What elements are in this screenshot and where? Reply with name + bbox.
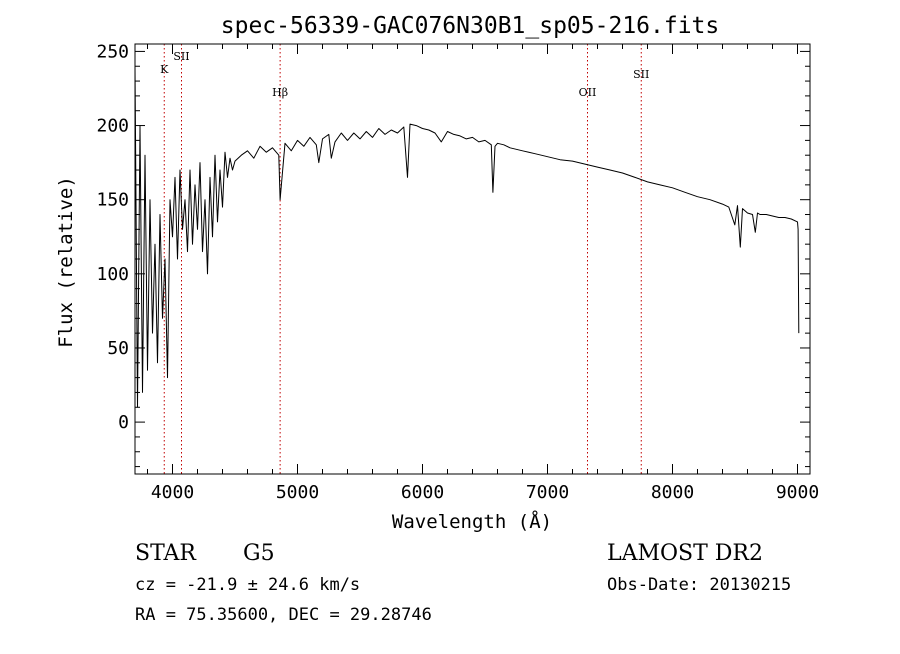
- survey-name: LAMOST DR2: [607, 541, 763, 566]
- x-tick-label: 8000: [651, 482, 694, 503]
- emission-line-markers: K SII Hβ OII SII: [160, 44, 649, 474]
- x-tick-label: 4000: [151, 482, 194, 503]
- y-tick-label: 100: [96, 264, 129, 285]
- y-tick-label: 50: [107, 338, 129, 359]
- y-axis-ticks: 0 50 100 150 200 250: [96, 41, 810, 468]
- marker-label: SII: [173, 50, 189, 63]
- y-tick-label: 150: [96, 190, 129, 211]
- y-tick-label: 250: [96, 41, 129, 62]
- object-subclass: G5: [243, 541, 275, 566]
- y-tick-label: 0: [118, 412, 129, 433]
- marker-label: OII: [579, 86, 597, 99]
- x-axis-ticks: 4000 5000 6000 7000 8000 9000: [147, 44, 819, 503]
- x-tick-label: 5000: [276, 482, 319, 503]
- chart-title: spec-56339-GAC076N30B1_sp05-216.fits: [221, 13, 720, 39]
- marker-label: K: [160, 63, 169, 76]
- y-tick-label: 200: [96, 116, 129, 137]
- x-tick-label: 9000: [776, 482, 819, 503]
- coordinates-text: RA = 75.35600, DEC = 29.28746: [135, 605, 432, 625]
- x-tick-label: 6000: [401, 482, 444, 503]
- x-tick-label: 7000: [526, 482, 569, 503]
- marker-label: Hβ: [272, 86, 288, 99]
- spectrum-line: [134, 66, 800, 408]
- x-axis-label: Wavelength (Å): [392, 510, 552, 533]
- y-axis-label: Flux (relative): [55, 176, 77, 348]
- redshift-text: cz = -21.9 ± 24.6 km/s: [135, 575, 360, 595]
- observation-date: Obs-Date: 20130215: [607, 575, 791, 595]
- object-class: STAR: [135, 541, 197, 566]
- marker-label: SII: [633, 68, 649, 81]
